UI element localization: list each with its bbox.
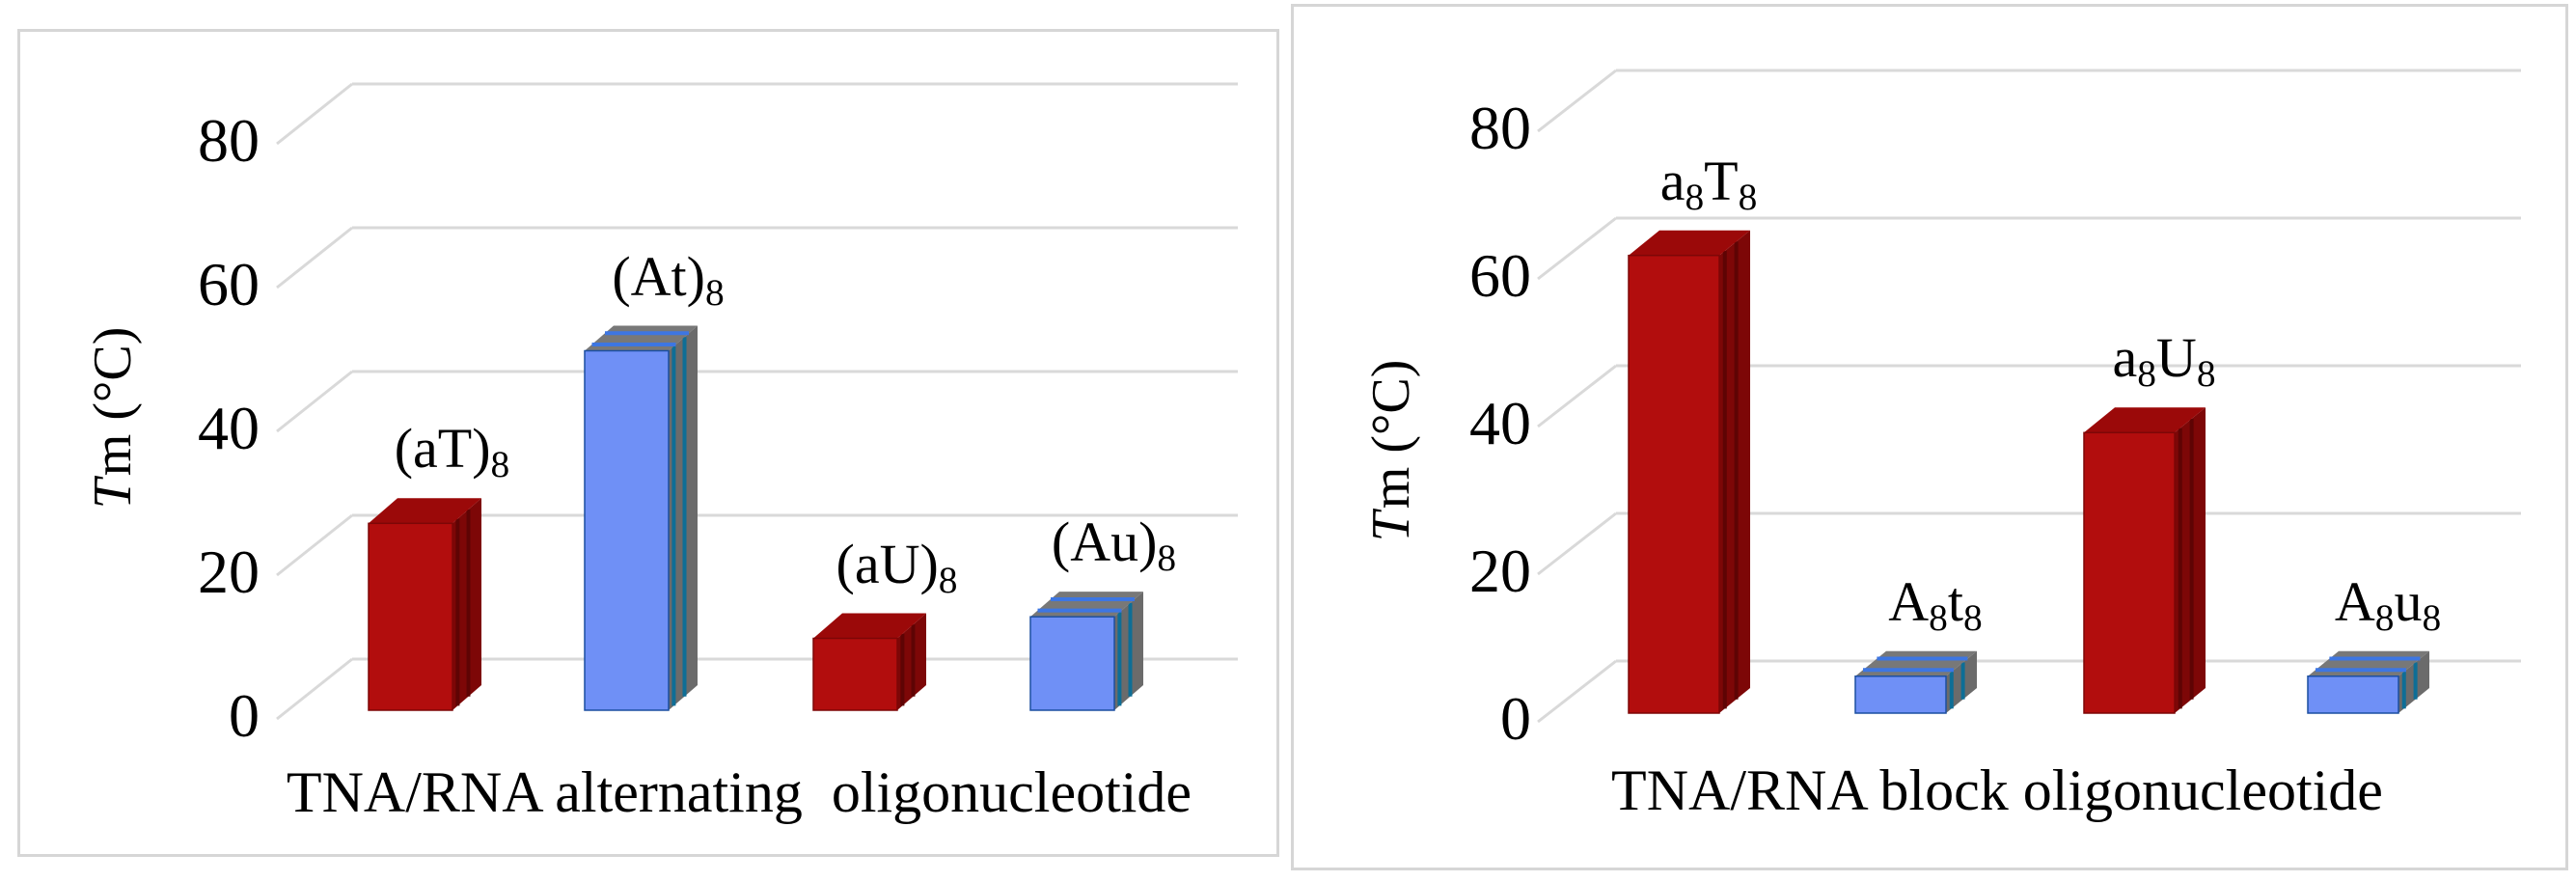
tick-connector-60	[1537, 216, 1617, 281]
bar-label-text: u	[2394, 569, 2423, 633]
bar-label-subscript: 8	[938, 558, 958, 601]
bar-label-text: A	[2334, 569, 2375, 633]
tick-connector-0	[1537, 659, 1617, 724]
bar-label-(aT)8: (aT)8	[395, 421, 510, 483]
bar-(aT)8	[368, 498, 481, 711]
bar-top-face	[2084, 407, 2206, 433]
tick-connector-40	[276, 370, 353, 433]
bar-label-(aU)8: (aU)8	[836, 536, 958, 601]
bar-label-text: U	[2155, 326, 2197, 390]
bar-front-face	[584, 349, 670, 711]
bar-label-subscript: 8	[490, 443, 510, 486]
chart-panel-alternating: Tm (°C) TNA/RNA alternating oligonucleot…	[17, 29, 1279, 857]
y-tick-label-60: 60	[198, 249, 260, 318]
bar-(Au)8	[1029, 592, 1143, 711]
tick-connector-80	[276, 82, 353, 146]
bar-front-face	[812, 637, 898, 711]
bar-label-text: a	[1659, 149, 1685, 212]
bar-label-A8u8: A8u8	[2335, 573, 2442, 639]
bar-label-(At)8: (At)8	[612, 248, 725, 314]
bar-label-subscript: 8	[1963, 595, 1983, 639]
bar-label-text: A	[1888, 569, 1930, 633]
y-tick-label-80: 80	[1469, 93, 1531, 162]
bar-front-face	[368, 522, 453, 711]
bar-front-face	[1628, 254, 1720, 714]
tick-connector-0	[276, 657, 353, 721]
bar-a8U8	[2083, 407, 2206, 714]
bar-label-text: a	[2112, 326, 2138, 390]
y-tick-label-20: 20	[1469, 536, 1531, 605]
y-tick-label-40: 40	[1469, 388, 1531, 457]
bar-label-text: (At)	[612, 244, 705, 308]
tick-connector-80	[1537, 69, 1617, 133]
x-axis-title: TNA/RNA block oligonucleotide	[1611, 758, 2383, 822]
tick-connector-20	[1537, 511, 1617, 576]
bar-label-subscript: 8	[704, 270, 725, 314]
bar-label-subscript: 8	[1685, 175, 1705, 218]
x-axis-title: TNA/RNA alternating oligonucleotide	[286, 760, 1192, 824]
bar-label-subscript: 8	[2196, 352, 2216, 396]
bar-label-(Au)8: (Au)8	[1052, 514, 1176, 577]
bar-front-face	[1029, 616, 1115, 711]
bar-A8u8	[2307, 650, 2429, 714]
plot-area-3d	[276, 82, 1238, 721]
tick-connector-40	[1537, 364, 1617, 428]
bar-label-text: (aT)	[394, 417, 491, 481]
bar-label-a8T8: a8T8	[1659, 149, 1758, 218]
bar-label-text: (aU)	[836, 532, 939, 595]
chart-panel-block: Tm (°C) TNA/RNA block oligonucleotide a8…	[1291, 4, 2568, 870]
y-tick-label-80: 80	[198, 105, 260, 175]
bar-label-subscript: 8	[1157, 537, 1177, 580]
y-tick-label-0: 0	[229, 680, 260, 750]
bar-A8t8	[1854, 650, 1977, 714]
bar-front-face	[1854, 675, 1947, 714]
bar-front-face	[2307, 675, 2399, 714]
bar-label-text: (Au)	[1051, 510, 1158, 574]
bar-label-text: t	[1947, 569, 1964, 633]
bar-label-subscript: 8	[1929, 595, 1948, 639]
gridlines	[276, 82, 1238, 721]
bar-label-A8t8: A8t8	[1888, 573, 1983, 639]
y-tick-label-20: 20	[198, 537, 260, 606]
y-tick-label-40: 40	[198, 393, 260, 462]
bar-label-subscript: 8	[2137, 352, 2156, 396]
bar-top-face	[813, 613, 926, 639]
y-tick-label-60: 60	[1469, 240, 1531, 310]
y-tick-label-0: 0	[1500, 683, 1531, 753]
bar-label-text: T	[1704, 149, 1739, 212]
bar-top-face	[1629, 230, 1750, 256]
bar-(At)8	[584, 325, 698, 711]
gridlines	[1537, 69, 2521, 724]
bar-a8T8	[1628, 230, 1750, 714]
bar-label-subscript: 8	[2422, 595, 2442, 639]
tick-connector-60	[276, 226, 353, 289]
bar-(aU)8	[812, 613, 926, 711]
bar-label-subscript: 8	[2374, 595, 2395, 639]
bar-label-subscript: 8	[1738, 175, 1758, 218]
tick-connector-20	[276, 513, 353, 577]
bar-front-face	[2083, 431, 2176, 714]
plot-area-3d	[1537, 69, 2521, 724]
bar-top-face	[369, 498, 481, 524]
bar-label-a8U8: a8U8	[2112, 330, 2215, 393]
